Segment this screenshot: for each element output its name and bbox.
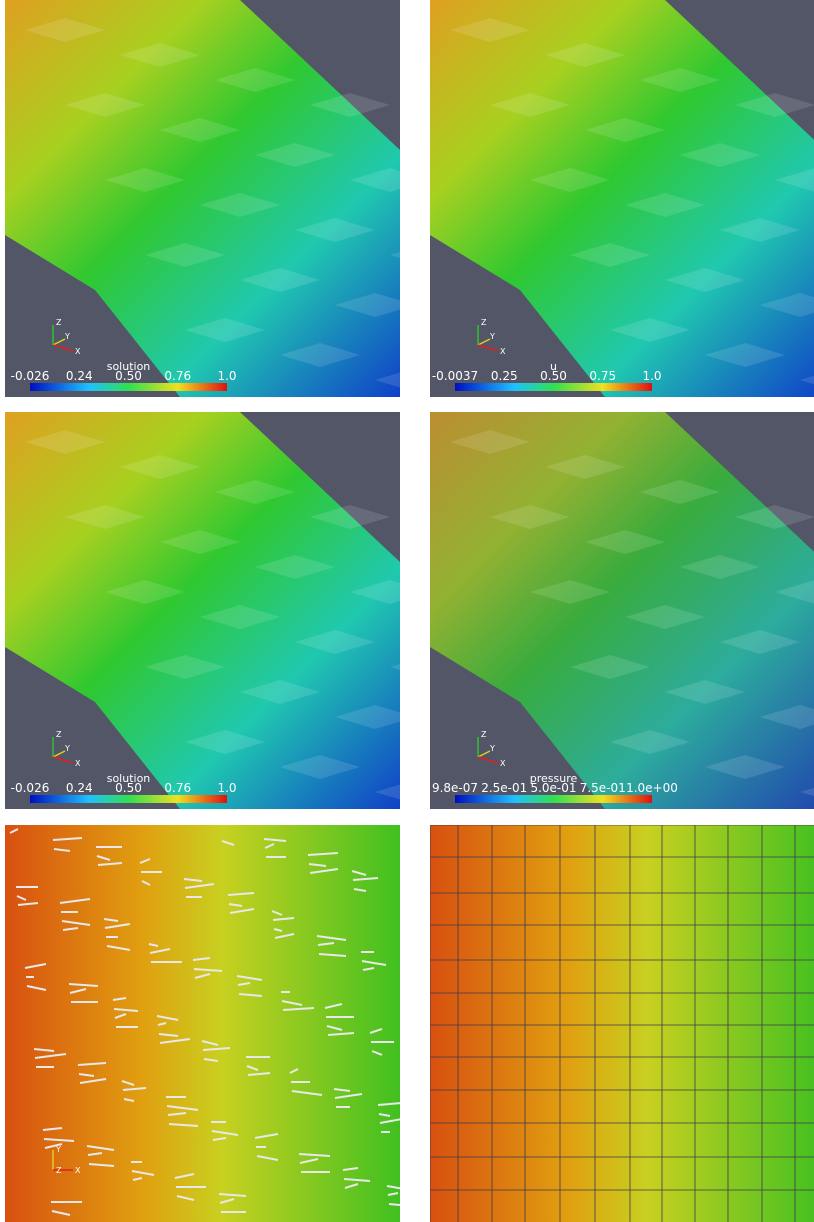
colorbar-label: -0.026: [11, 781, 50, 795]
colorbar-label: 1.0: [217, 369, 236, 383]
field: [430, 825, 814, 1222]
colorbar: [30, 383, 227, 391]
axis-label: Z: [481, 318, 487, 327]
render-view: Y Z X: [5, 825, 400, 1222]
colorbar: [30, 795, 227, 803]
colorbar-label: 1.0: [642, 369, 661, 383]
axis-label: X: [75, 759, 81, 768]
axis-label: X: [75, 1166, 81, 1175]
axis-label: X: [500, 347, 506, 356]
render-view: [430, 825, 814, 1222]
colorbar-label: 0.24: [66, 781, 93, 795]
colorbar-label: 1.0e+00: [626, 781, 678, 795]
page: {"panels": [ {"colorbar": {"title": "sol…: [0, 0, 814, 1219]
render-view: ZYXpressure9.8e-072.5e-015.0e-017.5e-011…: [430, 412, 814, 809]
colorbar-label: 7.5e-01: [580, 781, 626, 795]
colorbar-label: -0.0037: [432, 369, 478, 383]
axis-label: Y: [489, 332, 495, 341]
colorbar-label: 0.24: [66, 369, 93, 383]
axis-label: Z: [56, 318, 62, 327]
axis-label: Y: [64, 332, 70, 341]
colorbar: [455, 795, 652, 803]
axis-label: Z: [481, 730, 487, 739]
axis-label: Y: [64, 744, 70, 753]
axis-label: X: [500, 759, 506, 768]
colorbar-label: 0.50: [115, 369, 142, 383]
colorbar-label: 1.0: [217, 781, 236, 795]
field: [5, 825, 400, 1222]
colorbar-label: 5.0e-01: [530, 781, 576, 795]
colorbar-label: 0.75: [589, 369, 616, 383]
colorbar-label: -0.026: [11, 369, 50, 383]
axis-label: Y: [489, 744, 495, 753]
colorbar: [455, 383, 652, 391]
colorbar-label: 0.76: [164, 369, 191, 383]
colorbar-label: 0.76: [164, 781, 191, 795]
colorbar-label: 0.25: [491, 369, 518, 383]
axis-label: Y: [55, 1145, 61, 1154]
colorbar-label: 9.8e-07: [432, 781, 478, 795]
axis-label: Z: [56, 1166, 62, 1175]
axis-label: Z: [56, 730, 62, 739]
axis-label: X: [75, 347, 81, 356]
colorbar-label: 0.50: [115, 781, 142, 795]
colorbar-label: 0.50: [540, 369, 567, 383]
colorbar-label: 2.5e-01: [481, 781, 527, 795]
render-view: ZYXu-0.00370.250.500.751.0: [430, 0, 814, 397]
